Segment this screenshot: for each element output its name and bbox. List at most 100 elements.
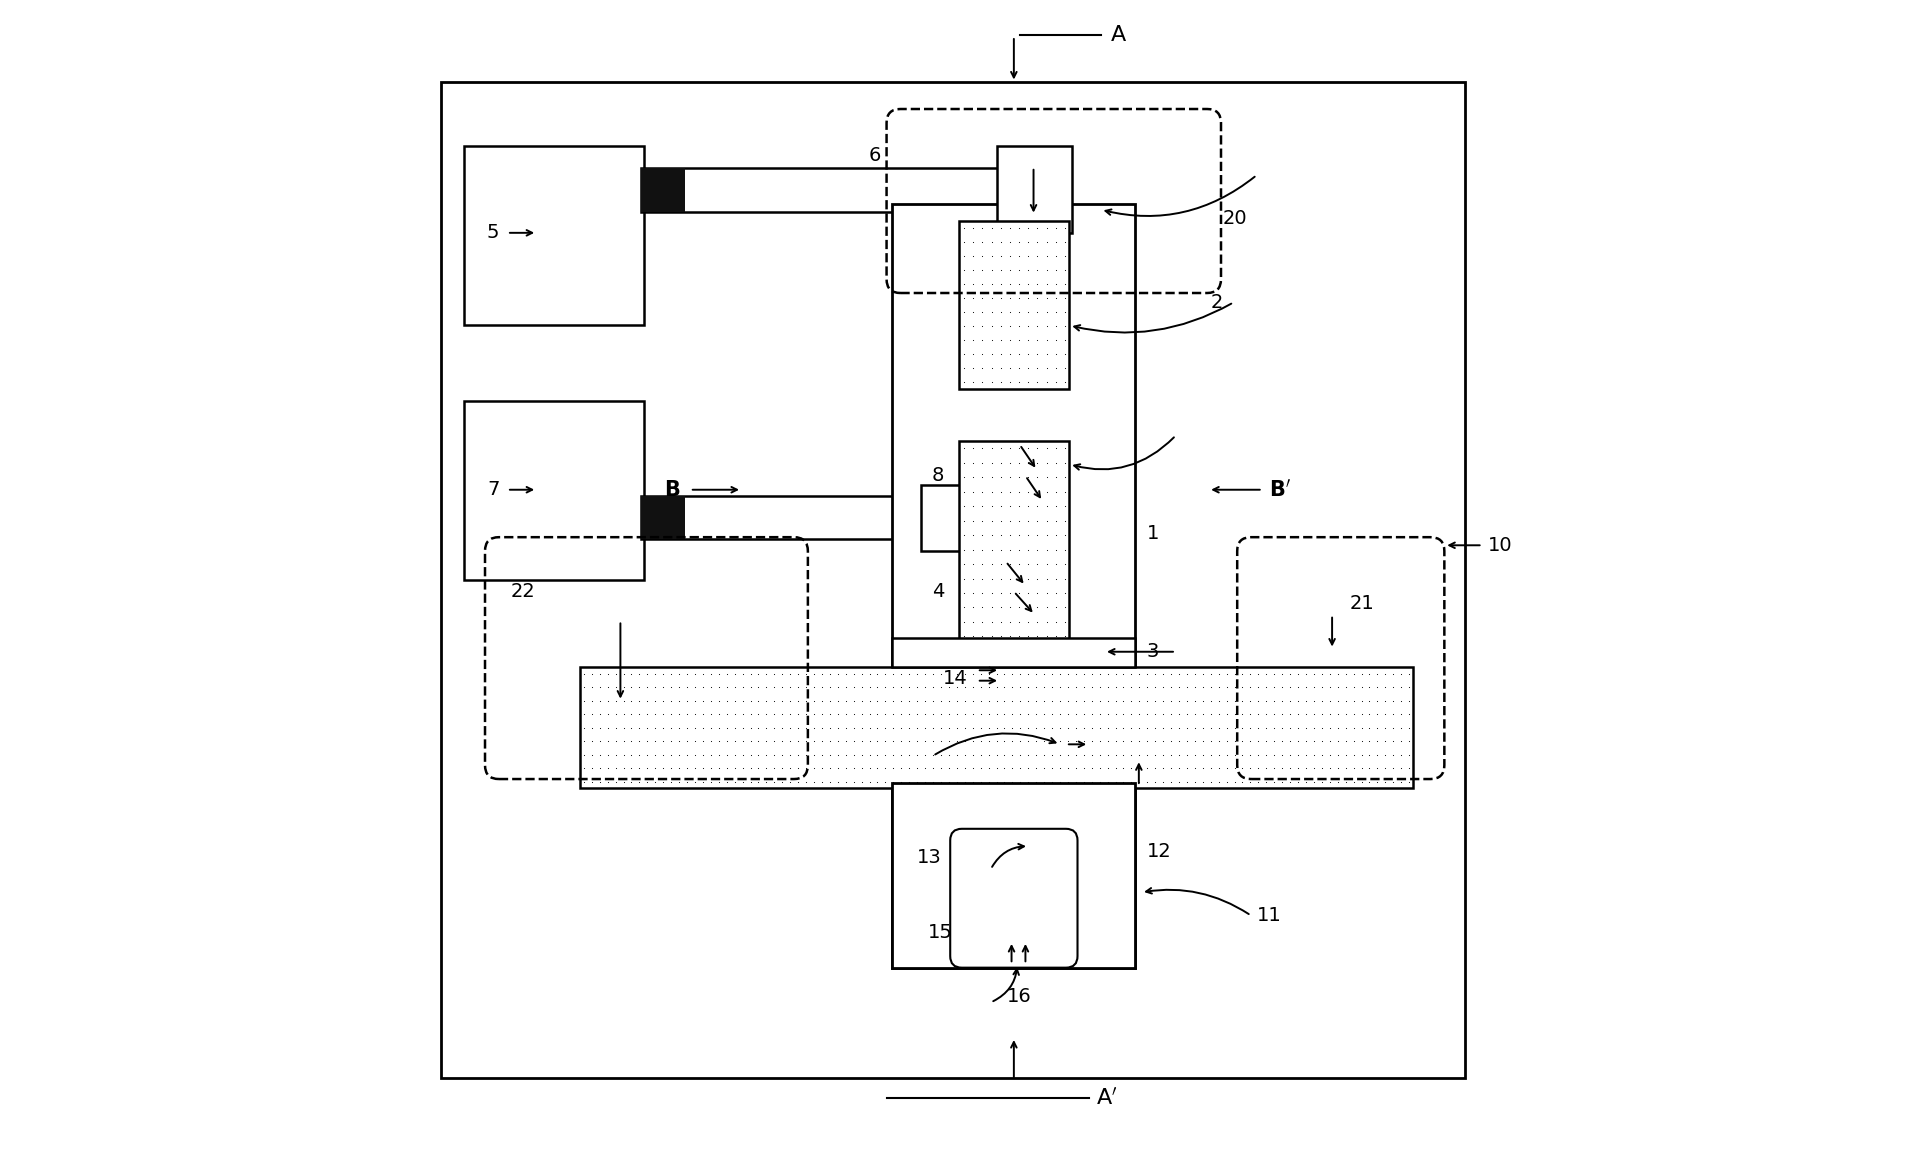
Point	[1029, 732, 1059, 751]
Point	[967, 372, 998, 391]
Point	[774, 759, 805, 777]
Point	[985, 372, 1015, 391]
Point	[1180, 773, 1210, 791]
Point	[958, 440, 989, 458]
Point	[967, 219, 998, 238]
Point	[981, 718, 1011, 737]
Point	[774, 665, 805, 683]
Point	[973, 691, 1004, 710]
Point	[1004, 440, 1034, 458]
Point	[967, 317, 998, 335]
Point	[1306, 677, 1336, 696]
Point	[977, 525, 1008, 544]
Text: 21: 21	[1350, 594, 1375, 612]
Point	[1243, 665, 1273, 683]
Point	[1235, 705, 1266, 724]
Point	[799, 732, 830, 751]
Point	[925, 759, 956, 777]
Point	[910, 732, 941, 751]
Point	[1361, 705, 1392, 724]
Point	[941, 745, 971, 763]
Point	[1099, 718, 1130, 737]
Point	[671, 732, 702, 751]
Point	[568, 759, 598, 777]
Point	[1164, 718, 1195, 737]
Text: 14: 14	[943, 669, 967, 688]
Point	[1331, 745, 1361, 763]
Point	[822, 759, 853, 777]
Text: 15: 15	[927, 923, 952, 942]
Point	[837, 732, 868, 751]
Point	[1084, 732, 1115, 751]
Point	[736, 745, 767, 763]
Point	[985, 467, 1015, 486]
Point	[1379, 691, 1409, 710]
Point	[1258, 759, 1289, 777]
Point	[585, 745, 616, 763]
Point	[941, 705, 971, 724]
Point	[1040, 317, 1071, 335]
Point	[671, 705, 702, 724]
Point	[925, 665, 956, 683]
Point	[1117, 677, 1147, 696]
Point	[967, 496, 998, 515]
Point	[1076, 665, 1107, 683]
Point	[1031, 496, 1061, 515]
Point	[1132, 677, 1162, 696]
Point	[1013, 599, 1044, 617]
Point	[671, 677, 702, 696]
Point	[1092, 745, 1122, 763]
Point	[1031, 483, 1061, 501]
Point	[941, 732, 971, 751]
Point	[744, 691, 774, 710]
Point	[1268, 773, 1298, 791]
Point	[1076, 691, 1107, 710]
Point	[767, 718, 797, 737]
Point	[1013, 261, 1044, 280]
Point	[996, 665, 1027, 683]
Point	[1013, 554, 1044, 573]
Point	[1050, 331, 1080, 349]
Point	[616, 665, 646, 683]
Point	[1109, 677, 1140, 696]
Point	[902, 773, 933, 791]
Point	[1069, 732, 1099, 751]
Point	[774, 705, 805, 724]
Point	[1371, 759, 1401, 777]
Point	[1099, 705, 1130, 724]
Point	[941, 759, 971, 777]
Point	[1023, 317, 1054, 335]
Point	[958, 773, 989, 791]
Point	[633, 677, 663, 696]
Point	[822, 773, 853, 791]
FancyBboxPatch shape	[950, 828, 1078, 967]
Point	[1124, 705, 1155, 724]
Point	[870, 773, 901, 791]
Point	[1258, 773, 1289, 791]
Point	[1187, 773, 1218, 791]
Point	[989, 665, 1019, 683]
Point	[977, 372, 1008, 391]
Point	[977, 275, 1008, 293]
Point	[782, 665, 813, 683]
Point	[1212, 732, 1243, 751]
Point	[1220, 732, 1250, 751]
Point	[958, 317, 989, 335]
Point	[719, 677, 750, 696]
Point	[1061, 705, 1092, 724]
Point	[1275, 718, 1306, 737]
Point	[958, 677, 989, 696]
Point	[1361, 677, 1392, 696]
Point	[799, 718, 830, 737]
Point	[958, 289, 989, 307]
Point	[1013, 317, 1044, 335]
Point	[1172, 773, 1203, 791]
Point	[633, 691, 663, 710]
Point	[1050, 289, 1080, 307]
Point	[902, 718, 933, 737]
Point	[815, 759, 845, 777]
Point	[1147, 773, 1178, 791]
Point	[1323, 691, 1354, 710]
Point	[688, 677, 719, 696]
Point	[1031, 525, 1061, 544]
